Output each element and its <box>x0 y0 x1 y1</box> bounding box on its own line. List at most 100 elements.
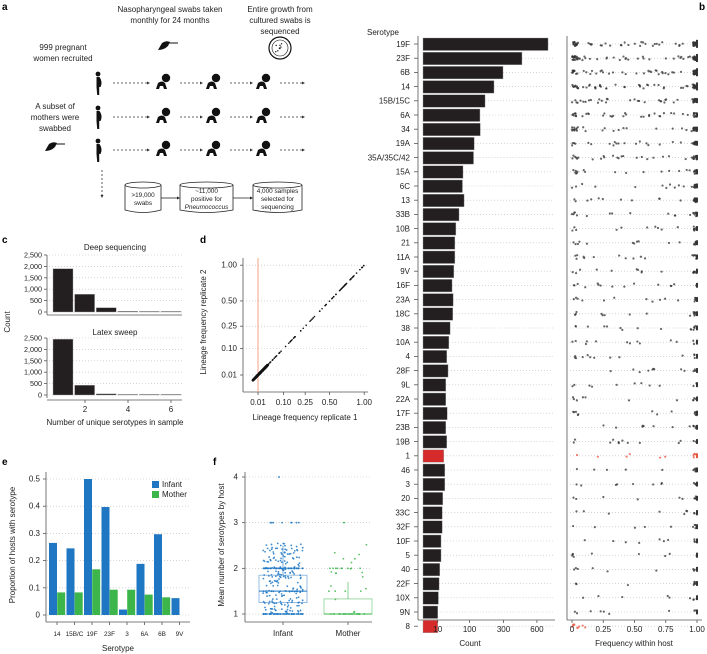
swab-icon <box>158 41 178 50</box>
sample-cylinder <box>179 181 234 213</box>
freq-at-one <box>696 197 698 203</box>
freq-at-one <box>696 495 698 501</box>
dashed-arrow <box>280 148 305 152</box>
freq-points-1 <box>575 452 698 459</box>
serotype-label: 19F <box>396 40 410 49</box>
bar-15A <box>422 165 464 179</box>
sample-cylinder <box>124 181 162 213</box>
freq-at-one <box>696 552 698 558</box>
panel-label-d: d <box>200 235 206 246</box>
dashed-arrow <box>180 148 203 152</box>
swab-title: monthly for 24 months <box>130 16 209 25</box>
bar-9L <box>422 378 446 392</box>
subset-label: mothers were <box>31 113 80 122</box>
count-tick-label: 1,000 <box>24 368 42 377</box>
bar-35A/35C/42 <box>422 151 474 165</box>
d-y-tick-label: 0.25 <box>221 322 237 331</box>
bar-infant-15B/C <box>66 548 75 615</box>
count-tick-label: 2,500 <box>24 334 42 343</box>
serotype-label: 14 <box>401 82 410 91</box>
f-y-tick-label: 4 <box>234 473 239 482</box>
freq-at-one <box>696 240 698 246</box>
freq-at-one <box>696 169 698 175</box>
serotype-label: 6A <box>400 111 410 120</box>
serotype-label: 17F <box>396 409 410 418</box>
d-y-tick-label: 1.00 <box>221 261 237 270</box>
subset-label: swabbed <box>39 124 71 133</box>
freq-points-9N <box>573 609 698 616</box>
frequency-tick-label: 0.75 <box>658 625 674 634</box>
freq-at-one <box>696 268 698 274</box>
freq-at-one <box>696 538 698 544</box>
bar-infant-3 <box>119 609 127 615</box>
sequencing-title: Entire growth from <box>247 5 313 14</box>
bar-28F <box>422 364 449 378</box>
infant-icon <box>206 73 221 89</box>
bar-18C <box>422 307 453 321</box>
bar-infant-6B <box>154 534 162 615</box>
bar-22F <box>422 577 440 591</box>
bar-32F <box>422 520 443 534</box>
infant-icon <box>256 73 271 89</box>
freq-points-15A <box>572 168 698 175</box>
bar-15B/15C <box>422 94 486 108</box>
serotype-label: 32F <box>396 523 410 532</box>
d-x-tick-label: 1.00 <box>356 398 372 407</box>
bar-6A <box>422 108 481 122</box>
serotype-label: 15B/15C <box>379 97 410 106</box>
histogram-bar <box>117 394 139 396</box>
serotype-label: 38 <box>401 324 410 333</box>
freq-points-19A <box>571 140 699 147</box>
freq-points-34 <box>570 126 699 133</box>
serotype-label: 46 <box>401 466 410 475</box>
infant-icon <box>256 140 271 156</box>
freq-points-22F <box>574 580 698 587</box>
freq-at-one <box>696 325 698 331</box>
freq-at-one <box>696 595 698 601</box>
serotype-label: 22F <box>396 579 410 588</box>
panel-label-f: f <box>213 457 217 468</box>
freq-at-one <box>696 339 698 345</box>
bar-infant-23F <box>101 507 110 615</box>
freq-at-one <box>696 566 698 572</box>
bar-6C <box>422 179 463 193</box>
freq-points-32F <box>571 523 698 530</box>
e-x-tick-label: 23F <box>104 631 115 638</box>
bar-20 <box>422 492 443 506</box>
bar-21 <box>422 236 456 250</box>
freq-at-one <box>696 211 698 217</box>
legend-swatch-infant <box>152 481 159 488</box>
freq-at-one <box>696 98 698 104</box>
recruited-label: women recruited <box>32 54 92 63</box>
count-tick-label: 2,000 <box>24 262 42 271</box>
freq-at-one <box>696 581 698 586</box>
frequency-tick-label: 0.25 <box>595 625 611 634</box>
d-y-tick-label: 0.50 <box>221 296 237 305</box>
freq-points-46 <box>575 467 698 473</box>
bar-mother-14 <box>57 592 66 615</box>
freq-points-6A <box>571 111 699 119</box>
dashed-arrow <box>230 115 253 119</box>
freq-points-13 <box>573 197 698 204</box>
bar-11A <box>422 250 456 264</box>
freq-at-one <box>696 112 698 118</box>
freq-at-one <box>696 453 698 459</box>
count-tick-label: 600 <box>530 625 544 634</box>
serotype-label: 23A <box>396 295 411 304</box>
serotype-label: 20 <box>401 494 410 503</box>
serotype-label: 34 <box>401 125 410 134</box>
count-tick-label: 2,000 <box>24 345 42 354</box>
serotype-label: 10B <box>396 224 410 233</box>
bar-10A <box>422 336 450 349</box>
freq-at-one <box>696 68 698 77</box>
f-y-tick-label: 1 <box>234 610 239 619</box>
bar-23B <box>422 421 446 435</box>
e-x-tick-label: 19F <box>86 631 97 638</box>
freq-at-one <box>696 226 698 231</box>
serotype-label: 8 <box>406 622 411 631</box>
bar-17F <box>422 407 448 420</box>
freq-points-35A/35C/42 <box>571 154 698 161</box>
infant-icon <box>206 140 221 156</box>
serotype-label: 4 <box>406 352 411 361</box>
